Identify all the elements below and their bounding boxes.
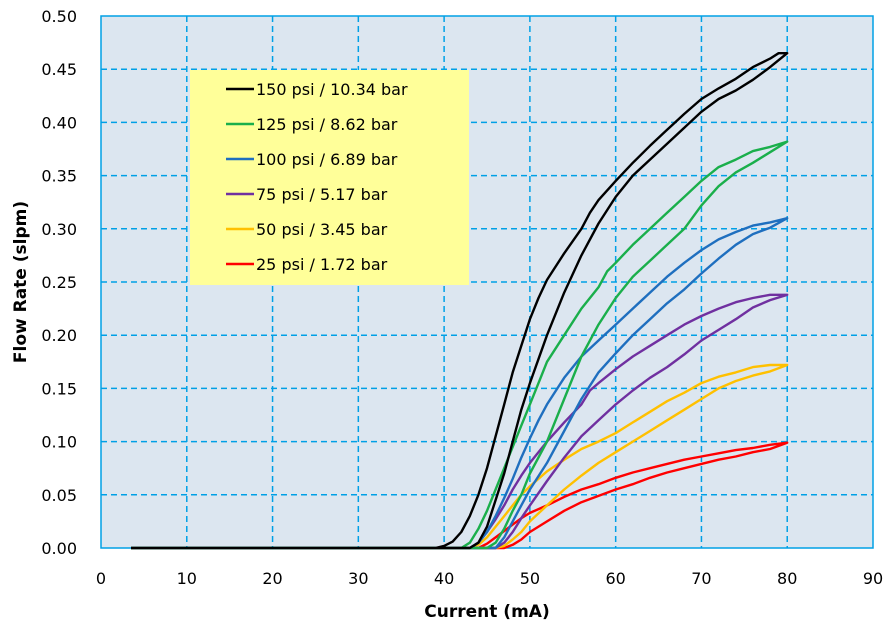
x-axis-title: Current (mA)	[424, 602, 549, 622]
legend: 150 psi / 10.34 bar 125 psi / 8.62 bar 100…	[190, 70, 469, 285]
y-tick-labels: 0.00 0.05 0.10 0.15 0.20 0.25 0.30 0.35 0.40 0.45…	[41, 7, 77, 558]
series-layer	[131, 52, 789, 550]
x-tick-label: 10	[177, 569, 197, 588]
y-tick-label: 0.00	[41, 539, 77, 558]
series-75-psi	[131, 293, 789, 550]
series-150-psi	[131, 52, 789, 550]
series-100-psi	[131, 217, 789, 550]
series-line	[131, 293, 789, 550]
x-tick-label: 20	[262, 569, 282, 588]
series-125-psi	[131, 140, 789, 550]
legend-box	[190, 70, 469, 285]
y-tick-label: 0.20	[41, 326, 77, 345]
x-tick-label: 60	[605, 569, 625, 588]
legend-label: 75 psi / 5.17 bar	[256, 185, 388, 204]
series-line	[131, 441, 789, 550]
x-tick-label: 30	[348, 569, 368, 588]
y-tick-label: 0.35	[41, 167, 77, 186]
x-tick-label: 80	[777, 569, 797, 588]
x-tick-label: 70	[691, 569, 711, 588]
y-tick-label: 0.10	[41, 433, 77, 452]
legend-label: 50 psi / 3.45 bar	[256, 220, 388, 239]
y-tick-label: 0.30	[41, 220, 77, 239]
y-tick-label: 0.40	[41, 113, 77, 132]
x-tick-label: 0	[96, 569, 106, 588]
legend-label: 25 psi / 1.72 bar	[256, 255, 388, 274]
series-25-psi	[131, 441, 789, 550]
series-line	[131, 52, 789, 550]
legend-label: 150 psi / 10.34 bar	[256, 80, 408, 99]
y-tick-label: 0.25	[41, 273, 77, 292]
x-tick-label: 50	[520, 569, 540, 588]
y-axis-title: Flow Rate (slpm)	[11, 201, 31, 363]
y-tick-label: 0.45	[41, 60, 77, 79]
x-tick-label: 40	[434, 569, 454, 588]
y-tick-label: 0.15	[41, 379, 77, 398]
series-line	[131, 140, 789, 550]
series-line	[131, 217, 789, 550]
y-tick-label: 0.50	[41, 7, 77, 26]
y-tick-label: 0.05	[41, 486, 77, 505]
x-tick-label: 90	[863, 569, 883, 588]
x-tick-labels: 0 10 20 30 40 50 60 70 80 90	[96, 569, 883, 588]
legend-label: 100 psi / 6.89 bar	[256, 150, 398, 169]
legend-label: 125 psi / 8.62 bar	[256, 115, 398, 134]
